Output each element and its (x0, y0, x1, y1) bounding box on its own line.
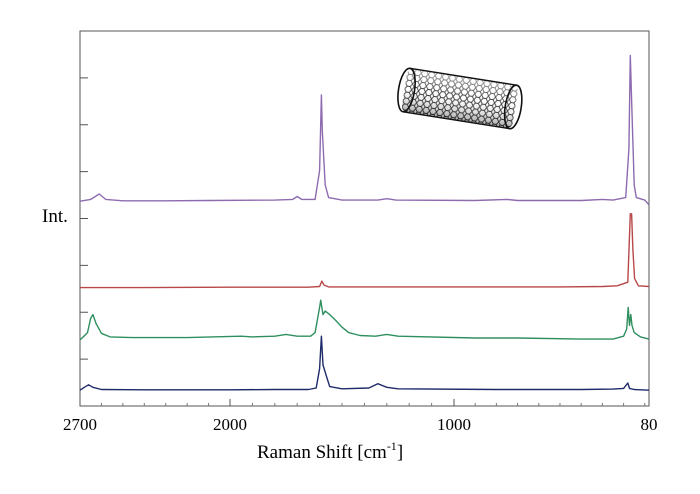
plot-frame (79, 30, 650, 407)
y-axis-ticks (80, 30, 88, 407)
series-line-3 (79, 299, 650, 341)
y-axis-label: Int. (42, 206, 68, 227)
x-axis-label: Raman Shift [cm-1] (257, 439, 403, 463)
x-axis-label-close: ] (397, 442, 403, 463)
x-tick-label: 80 (641, 415, 658, 434)
carbon-nanotube-image (397, 67, 523, 130)
x-axis-ticks: 2700 2000 1000 80 (63, 399, 658, 434)
x-tick-label: 2000 (213, 415, 247, 434)
series-layer (79, 54, 650, 391)
x-tick-label: 2700 (63, 415, 97, 434)
x-tick-label: 1000 (437, 415, 471, 434)
x-axis-label-main: Raman Shift [cm (257, 442, 387, 463)
x-axis-label-superscript: -1 (387, 439, 397, 453)
series-line-1 (79, 54, 650, 206)
series-line-2 (80, 213, 650, 289)
series-line-4 (79, 335, 650, 391)
